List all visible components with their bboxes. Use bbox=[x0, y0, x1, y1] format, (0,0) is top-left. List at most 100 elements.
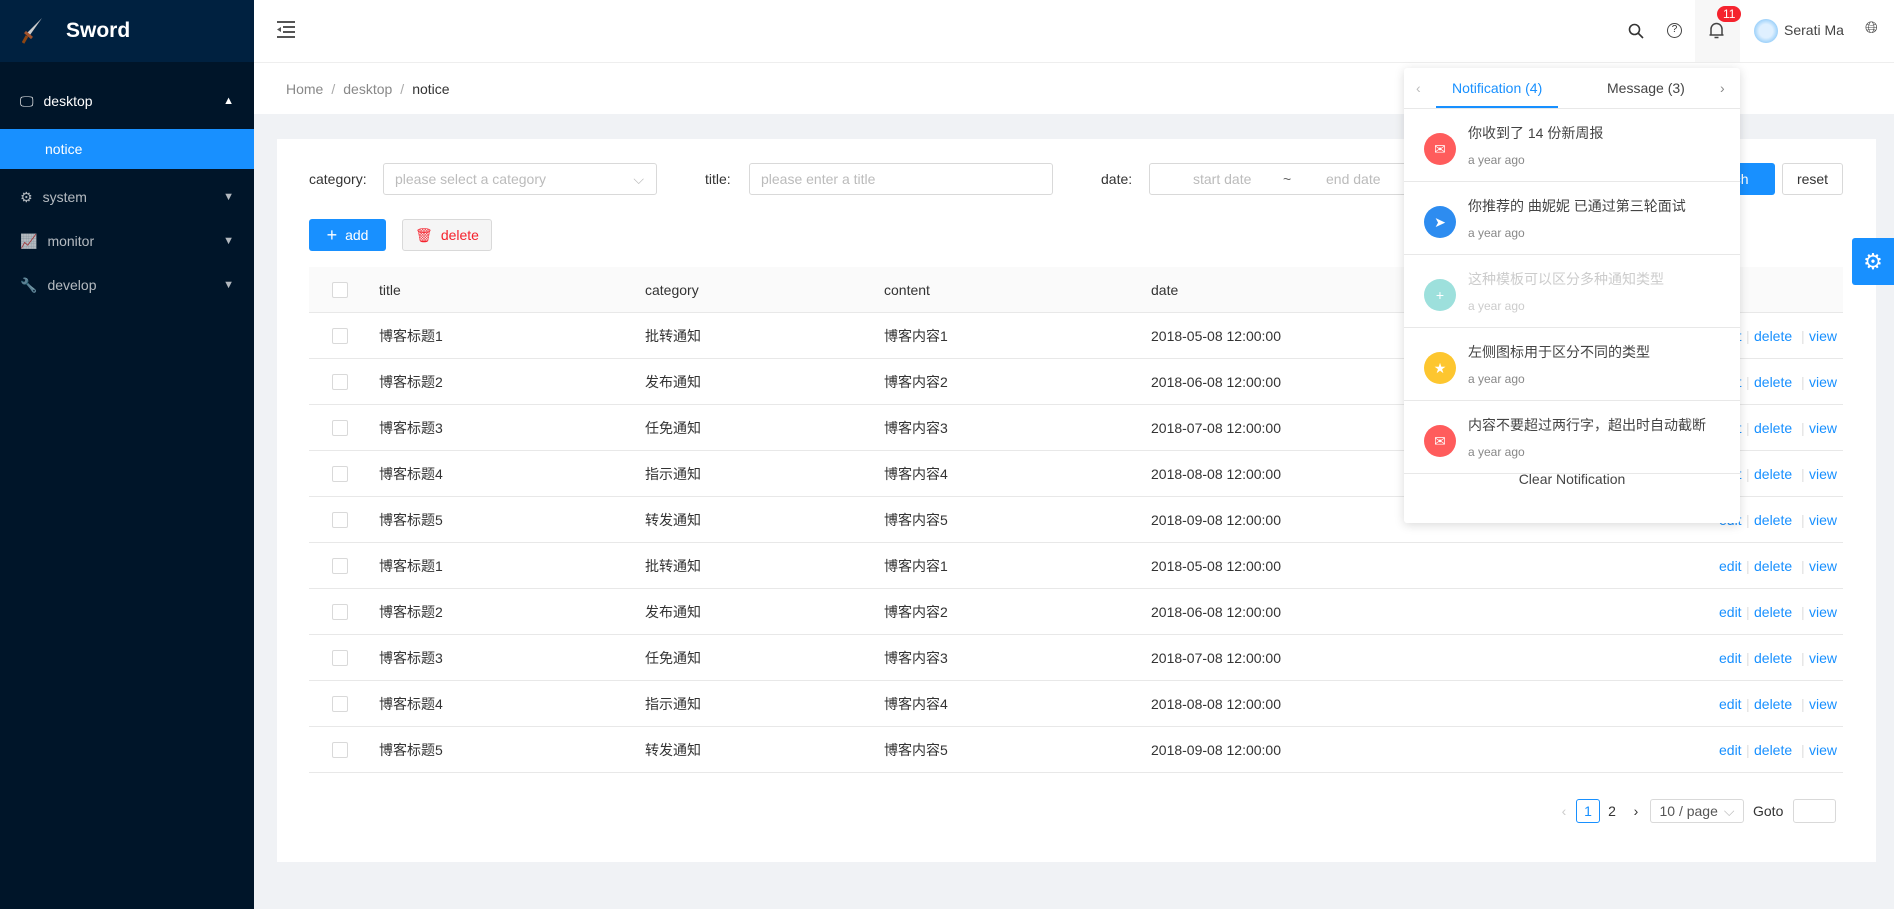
table-row: 博客标题1 批转通知 博客内容1 2018-05-08 12:00:00 edi… bbox=[309, 543, 1843, 589]
wrench-icon: 🔧 bbox=[20, 276, 38, 293]
delete-link[interactable]: delete bbox=[1754, 695, 1793, 712]
row-checkbox[interactable] bbox=[332, 419, 348, 436]
column-title: title bbox=[379, 281, 401, 298]
notification-time: a year ago bbox=[1468, 226, 1525, 240]
next-page-button[interactable]: › bbox=[1633, 803, 1639, 819]
cell-date: 2018-09-08 12:00:00 bbox=[1151, 511, 1281, 528]
view-link[interactable]: view bbox=[1809, 557, 1838, 574]
cell-content: 博客内容5 bbox=[884, 511, 948, 528]
goto-input[interactable] bbox=[1793, 799, 1836, 823]
view-link[interactable]: view bbox=[1809, 327, 1838, 344]
view-link[interactable]: view bbox=[1809, 419, 1838, 436]
view-link[interactable]: view bbox=[1809, 649, 1838, 666]
row-checkbox[interactable] bbox=[332, 511, 348, 528]
notification-item[interactable]: ➤ 你推荐的 曲妮妮 已通过第三轮面试 a year ago bbox=[1404, 182, 1740, 255]
delete-link[interactable]: delete bbox=[1754, 327, 1793, 344]
edit-link[interactable]: edit bbox=[1719, 557, 1742, 574]
notification-item[interactable]: ✉ 你收到了 14 份新周报 a year ago bbox=[1404, 109, 1740, 182]
sidebar-item-monitor[interactable]: 📈 monitor ▼ bbox=[0, 219, 254, 263]
row-checkbox[interactable] bbox=[332, 695, 348, 712]
logo[interactable]: Sword bbox=[0, 0, 254, 62]
tab-prev-icon[interactable]: ‹ bbox=[1416, 80, 1421, 96]
edit-link[interactable]: edit bbox=[1719, 741, 1742, 758]
clear-notification-button[interactable]: Clear Notification bbox=[1518, 471, 1626, 487]
cell-content: 博客内容3 bbox=[884, 419, 948, 436]
breadcrumb-home[interactable]: Home bbox=[286, 80, 324, 97]
delete-link[interactable]: delete bbox=[1754, 465, 1793, 482]
settings-drawer-button[interactable]: ⚙ bbox=[1852, 238, 1894, 285]
help-icon[interactable]: ? bbox=[1667, 23, 1682, 38]
cell-content: 博客内容1 bbox=[884, 327, 948, 344]
category-select[interactable]: please select a category ⌵ bbox=[383, 163, 657, 195]
delete-button[interactable]: 🗑︎ delete bbox=[402, 219, 492, 251]
delete-link[interactable]: delete bbox=[1754, 557, 1793, 574]
view-link[interactable]: view bbox=[1809, 603, 1838, 620]
notification-time: a year ago bbox=[1468, 372, 1525, 386]
notification-bell-button[interactable]: 11 bbox=[1695, 0, 1742, 62]
view-link[interactable]: view bbox=[1809, 511, 1838, 528]
sidebar-item-desktop[interactable]: 🖵 desktop ▲ bbox=[0, 79, 254, 123]
view-link[interactable]: view bbox=[1809, 741, 1838, 758]
title-label: title: bbox=[705, 171, 731, 187]
page-size-value: 10 / page bbox=[1659, 803, 1718, 819]
table-row: 博客标题2 发布通知 博客内容2 2018-06-08 12:00:00 edi… bbox=[309, 359, 1843, 405]
select-all-checkbox[interactable] bbox=[332, 281, 348, 298]
notification-item[interactable]: ✉ 内容不要超过两行字，超出时自动截断 a year ago bbox=[1404, 401, 1740, 474]
cell-date: 2018-05-08 12:00:00 bbox=[1151, 557, 1281, 574]
row-checkbox[interactable] bbox=[332, 373, 348, 390]
view-link[interactable]: view bbox=[1809, 465, 1838, 482]
row-checkbox[interactable] bbox=[332, 603, 348, 620]
category-placeholder: please select a category bbox=[395, 171, 546, 187]
column-date: date bbox=[1151, 281, 1179, 298]
sidebar-item-system[interactable]: ⚙ system ▼ bbox=[0, 175, 254, 219]
edit-link[interactable]: edit bbox=[1719, 603, 1742, 620]
delete-link[interactable]: delete bbox=[1754, 419, 1793, 436]
tab-next-icon[interactable]: › bbox=[1720, 80, 1725, 96]
cell-title: 博客标题2 bbox=[379, 603, 443, 620]
row-checkbox[interactable] bbox=[332, 327, 348, 344]
edit-link[interactable]: edit bbox=[1719, 649, 1742, 666]
row-checkbox[interactable] bbox=[332, 557, 348, 574]
user-name[interactable]: Serati Ma bbox=[1784, 22, 1844, 38]
breadcrumb-desktop[interactable]: desktop bbox=[343, 80, 393, 97]
cell-category: 指示通知 bbox=[645, 695, 701, 712]
reset-button[interactable]: reset bbox=[1782, 163, 1843, 195]
cell-category: 指示通知 bbox=[645, 465, 701, 482]
edit-link[interactable]: edit bbox=[1719, 695, 1742, 712]
prev-page-button[interactable]: ‹ bbox=[1561, 803, 1567, 819]
table-row: 博客标题3 任免通知 博客内容3 2018-07-08 12:00:00 edi… bbox=[309, 635, 1843, 681]
title-input[interactable]: please enter a title bbox=[749, 163, 1053, 195]
notification-item[interactable]: ★ 左侧图标用于区分不同的类型 a year ago bbox=[1404, 328, 1740, 401]
view-link[interactable]: view bbox=[1809, 373, 1838, 390]
delete-link[interactable]: delete bbox=[1754, 511, 1793, 528]
search-icon[interactable] bbox=[1628, 23, 1644, 39]
cell-content: 博客内容4 bbox=[884, 465, 948, 482]
plus-icon: + bbox=[1424, 279, 1456, 311]
tab-message[interactable]: Message (3) bbox=[1607, 80, 1685, 96]
page-1[interactable]: 1 bbox=[1576, 799, 1600, 823]
cell-title: 博客标题1 bbox=[379, 327, 443, 344]
delete-link[interactable]: delete bbox=[1754, 603, 1793, 620]
avatar[interactable] bbox=[1754, 19, 1778, 43]
sidebar-item-develop[interactable]: 🔧 develop ▼ bbox=[0, 263, 254, 307]
notification-item[interactable]: + 这种模板可以区分多种通知类型 a year ago bbox=[1404, 255, 1740, 328]
menu-fold-icon[interactable] bbox=[277, 21, 297, 39]
row-checkbox[interactable] bbox=[332, 465, 348, 482]
cell-category: 任免通知 bbox=[645, 419, 701, 436]
row-checkbox[interactable] bbox=[332, 741, 348, 758]
cell-content: 博客内容3 bbox=[884, 649, 948, 666]
delete-link[interactable]: delete bbox=[1754, 741, 1793, 758]
add-button[interactable]: + add bbox=[309, 219, 386, 251]
view-link[interactable]: view bbox=[1809, 695, 1838, 712]
page-size-select[interactable]: 10 / page ⌵ bbox=[1650, 799, 1744, 823]
tab-notification[interactable]: Notification (4) bbox=[1452, 80, 1543, 96]
start-date-input[interactable]: start date bbox=[1193, 171, 1252, 187]
globe-icon[interactable]: 🌐︎ bbox=[1865, 20, 1878, 37]
delete-link[interactable]: delete bbox=[1754, 649, 1793, 666]
row-checkbox[interactable] bbox=[332, 649, 348, 666]
sidebar-item-notice[interactable]: notice bbox=[0, 129, 254, 169]
end-date-input[interactable]: end date bbox=[1326, 171, 1381, 187]
date-range-picker[interactable]: start date ~ end date bbox=[1149, 163, 1439, 195]
delete-link[interactable]: delete bbox=[1754, 373, 1793, 390]
page-2[interactable]: 2 bbox=[1608, 803, 1616, 819]
